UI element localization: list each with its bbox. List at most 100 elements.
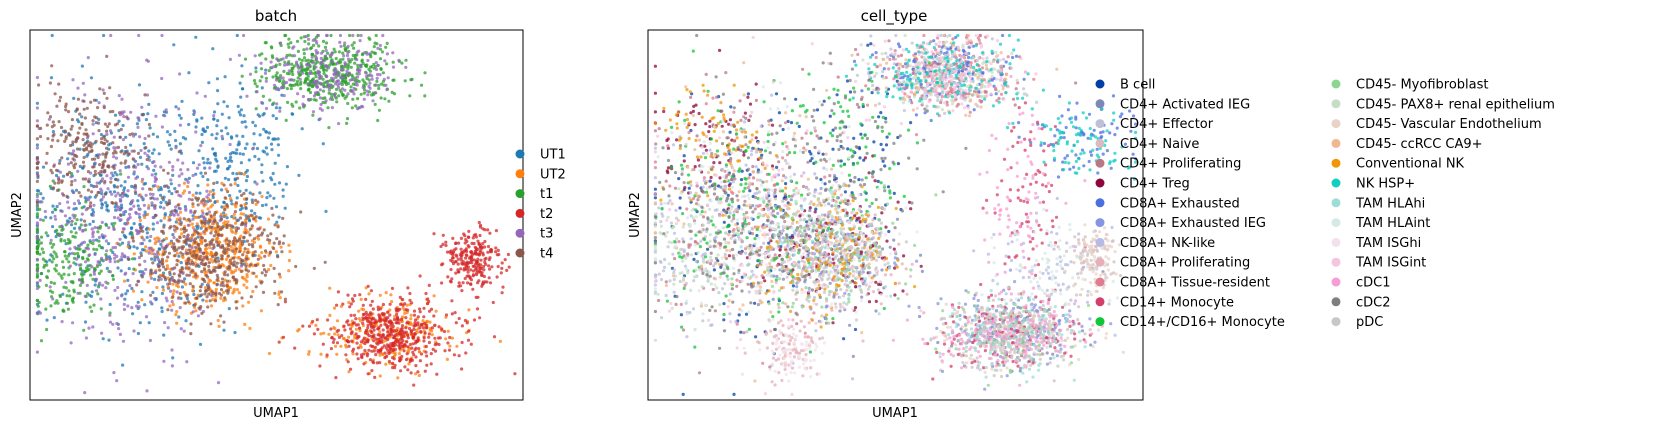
cell-type-legend-item-cd4-proliferating: CD4+ Proliferating	[1095, 157, 1241, 172]
cell-type-points-cd4-proliferating	[653, 33, 1078, 375]
cell-type-legend-item-cd45-pax8-renal-epithelium: CD45- PAX8+ renal epithelium	[1331, 97, 1555, 112]
cell-type-legend-label-b-cell: B cell	[1120, 78, 1155, 93]
cell-type-legend-marker-cd4-proliferating	[1095, 158, 1105, 168]
cell-type-legend-label-cd4-activated-ieg: CD4+ Activated IEG	[1120, 97, 1250, 112]
cell-type-legend-item-tam-hlahi: TAM HLAhi	[1331, 196, 1425, 211]
batch-legend-label-t3: t3	[540, 227, 553, 242]
cell-type-legend-label-cd4-naive: CD4+ Naive	[1120, 137, 1199, 152]
cell-type-legend-item-cd8a-nk-like: CD8A+ NK-like	[1095, 236, 1215, 251]
batch-legend-label-ut1: UT1	[540, 148, 566, 163]
cell-type-legend-item-cd45-myofibroblast: CD45- Myofibroblast	[1331, 78, 1488, 93]
cell-type-legend-marker-tam-isgint	[1331, 257, 1341, 267]
cell-type-legend-item-tam-isgint: TAM ISGint	[1331, 256, 1426, 271]
cell-type-legend-label-cd14-cd16-monocyte: CD14+/CD16+ Monocyte	[1120, 315, 1285, 330]
cell-type-legend-item-nk-hsp: NK HSP+	[1331, 177, 1415, 192]
cell-type-legend-label-cd45-myofibroblast: CD45- Myofibroblast	[1356, 78, 1488, 93]
cell-type-legend-item-cd4-naive: CD4+ Naive	[1095, 137, 1199, 152]
cell-type-legend-marker-cd4-effector	[1095, 119, 1105, 129]
batch-x-axis-label: UMAP1	[253, 406, 299, 421]
cell-type-legend-marker-cd45-pax8-renal-epithelium	[1331, 99, 1341, 109]
cell-type-plot-frame	[647, 29, 1144, 401]
cell-type-legend-label-cd8a-proliferating: CD8A+ Proliferating	[1120, 256, 1250, 271]
cell-type-legend-item-cd4-effector: CD4+ Effector	[1095, 117, 1214, 132]
cell-type-legend-marker-tam-hlaint	[1331, 218, 1341, 228]
batch-legend-label-t1: t1	[540, 187, 553, 202]
cell-type-legend-item-cd8a-tissue-resident: CD8A+ Tissue-resident	[1095, 276, 1270, 291]
cell-type-legend-item-cdc2: cDC2	[1331, 295, 1391, 310]
cell-type-legend-item-cd8a-proliferating: CD8A+ Proliferating	[1095, 256, 1250, 271]
cell-type-legend-label-pdc: pDC	[1356, 315, 1383, 330]
cell-type-legend-label-cd4-effector: CD4+ Effector	[1120, 117, 1214, 132]
batch-legend-label-t4: t4	[540, 247, 553, 262]
cell-type-legend-label-nk-hsp: NK HSP+	[1356, 177, 1415, 192]
batch-legend-item-t2: t2	[515, 207, 553, 222]
cell-type-plot-title: cell_type	[861, 7, 928, 26]
cell-type-legend-marker-cd45-myofibroblast	[1331, 79, 1341, 89]
cell-type-legend-item-cd8a-exhausted-ieg: CD8A+ Exhausted IEG	[1095, 216, 1266, 231]
batch-umap-panel: batch UMAP1 UMAP2 UT1 UT2 t1 t2 t3 t4	[10, 7, 566, 421]
cell-type-legend-item-cd14-cd16-monocyte: CD14+/CD16+ Monocyte	[1095, 315, 1285, 330]
cell-type-points-cdc2	[653, 33, 968, 350]
cell-type-legend-item-tam-isghi: TAM ISGhi	[1331, 236, 1421, 251]
cell-type-legend-label-cd8a-tissue-resident: CD8A+ Tissue-resident	[1120, 276, 1270, 291]
batch-legend-item-t1: t1	[515, 187, 553, 202]
cell-type-legend-label-cd14-monocyte: CD14+ Monocyte	[1120, 295, 1234, 310]
cell-type-legend-label-conventional-nk: Conventional NK	[1356, 157, 1465, 172]
batch-legend-marker-t3	[515, 228, 525, 238]
cell-type-legend-marker-cd45-vascular-endothelium	[1331, 119, 1341, 129]
cell-type-legend-label-cd45-ccrcc-ca9: CD45- ccRCC CA9+	[1356, 137, 1483, 152]
cell-type-legend-label-cdc2: cDC2	[1356, 295, 1391, 310]
cell-type-legend-item-cd14-monocyte: CD14+ Monocyte	[1095, 295, 1234, 310]
cell-type-legend-marker-nk-hsp	[1331, 178, 1341, 188]
batch-legend-marker-t4	[515, 248, 525, 258]
cell-type-legend-label-tam-isgint: TAM ISGint	[1355, 256, 1426, 271]
cell-type-legend-label-cd4-treg: CD4+ Treg	[1120, 177, 1190, 192]
batch-legend-marker-ut2	[515, 169, 525, 179]
cell-type-umap-panel: cell_type UMAP1 UMAP2 B cell CD4+ Activat…	[628, 7, 1555, 421]
cell-type-legend-marker-cd8a-nk-like	[1095, 237, 1105, 247]
cell-type-legend-label-cd45-vascular-endothelium: CD45- Vascular Endothelium	[1356, 117, 1542, 132]
cell-type-points-tam-hlaint	[653, 81, 1138, 376]
batch-legend-marker-ut1	[515, 149, 525, 159]
cell-type-legend-label-cd8a-exhausted-ieg: CD8A+ Exhausted IEG	[1120, 216, 1266, 231]
cell-type-legend-label-cd4-proliferating: CD4+ Proliferating	[1120, 157, 1241, 172]
cell-type-legend-item-cd8a-exhausted: CD8A+ Exhausted	[1095, 196, 1240, 211]
cell-type-points-cd4-treg	[653, 48, 923, 325]
cell-type-legend-marker-cd45-ccrcc-ca9	[1331, 138, 1341, 148]
cell-type-y-axis-label: UMAP2	[628, 192, 643, 238]
cell-type-points-pdc	[757, 183, 1082, 372]
cell-type-scatter-points	[653, 33, 1138, 396]
cell-type-legend-marker-cd8a-proliferating	[1095, 257, 1105, 267]
batch-legend-label-t2: t2	[540, 207, 553, 222]
batch-legend-item-t4: t4	[515, 247, 553, 262]
cell-type-x-axis-label: UMAP1	[872, 406, 918, 421]
batch-legend-item-ut2: UT2	[515, 167, 566, 182]
batch-points-ut2	[115, 171, 502, 380]
cell-type-legend: B cell CD4+ Activated IEG CD4+ Effector CD4…	[1095, 78, 1555, 330]
cell-type-legend-marker-cd8a-exhausted	[1095, 198, 1105, 208]
cell-type-legend-marker-cd14-cd16-monocyte	[1095, 317, 1105, 327]
cell-type-legend-item-pdc: pDC	[1331, 315, 1383, 330]
cell-type-legend-marker-tam-isghi	[1331, 237, 1341, 247]
batch-legend-marker-t1	[515, 189, 525, 199]
cell-type-legend-item-cd4-activated-ieg: CD4+ Activated IEG	[1095, 97, 1250, 112]
cell-type-points-cd8a-exhausted-ieg	[756, 173, 1113, 391]
batch-legend-item-ut1: UT1	[515, 148, 566, 163]
cell-type-legend-label-cdc1: cDC1	[1356, 276, 1391, 291]
cell-type-legend-item-conventional-nk: Conventional NK	[1331, 157, 1465, 172]
batch-legend-item-t3: t3	[515, 227, 553, 242]
batch-points-t4	[35, 54, 327, 336]
cell-type-legend-marker-conventional-nk	[1331, 158, 1341, 168]
cell-type-legend-label-tam-hlaint: TAM HLAint	[1355, 216, 1430, 231]
cell-type-legend-marker-cd14-monocyte	[1095, 297, 1105, 307]
cell-type-legend-item-cd45-vascular-endothelium: CD45- Vascular Endothelium	[1331, 117, 1542, 132]
cell-type-legend-label-tam-hlahi: TAM HLAhi	[1355, 196, 1425, 211]
cell-type-legend-marker-cd8a-tissue-resident	[1095, 277, 1105, 287]
cell-type-legend-marker-b-cell	[1095, 79, 1105, 89]
cell-type-legend-label-cd45-pax8-renal-epithelium: CD45- PAX8+ renal epithelium	[1356, 97, 1555, 112]
cell-type-legend-label-tam-isghi: TAM ISGhi	[1355, 236, 1421, 251]
cell-type-legend-marker-pdc	[1331, 317, 1341, 327]
cell-type-legend-marker-cdc2	[1331, 297, 1341, 307]
batch-y-axis-label: UMAP2	[10, 192, 25, 238]
batch-legend-marker-t2	[515, 208, 525, 218]
